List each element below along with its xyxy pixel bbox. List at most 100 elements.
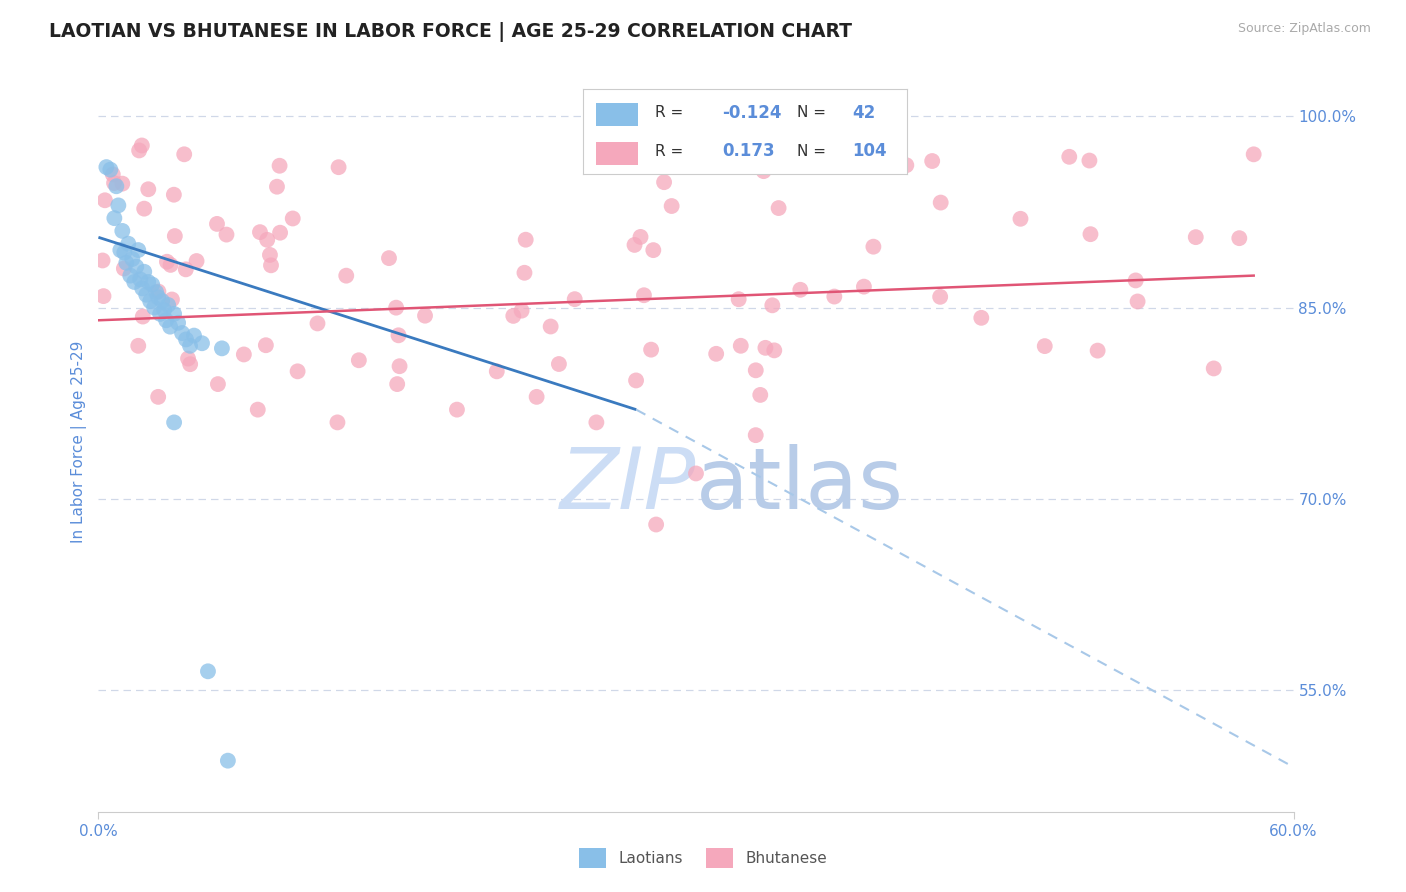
Point (179, 357, 201, 371)
Point (789, 283, 811, 297)
Point (131, 281, 153, 295)
Point (127, 339, 149, 353)
Point (117, 236, 139, 251)
Point (630, 230, 652, 244)
Point (94, 194, 117, 208)
Point (752, 164, 775, 178)
Point (768, 201, 790, 215)
Point (141, 277, 163, 292)
Point (269, 159, 291, 173)
Point (132, 310, 155, 324)
Point (862, 240, 884, 254)
Point (134, 202, 156, 216)
Text: ZIP: ZIP (560, 444, 696, 527)
Point (1010, 211, 1032, 226)
Text: N =: N = (797, 105, 831, 120)
Point (136, 275, 159, 289)
Point (93, 289, 115, 303)
Point (172, 326, 194, 340)
Text: 0.173: 0.173 (723, 142, 775, 160)
Point (128, 144, 150, 158)
Point (763, 343, 786, 358)
Point (970, 310, 993, 325)
Point (120, 268, 142, 283)
Point (191, 336, 214, 351)
Point (232, 347, 254, 361)
Text: atlas: atlas (696, 444, 904, 527)
Point (101, 168, 124, 182)
Point (749, 388, 772, 402)
Point (155, 313, 177, 327)
Point (112, 245, 135, 260)
Point (347, 353, 370, 368)
Point (1202, 361, 1225, 376)
Point (112, 261, 135, 276)
Point (510, 303, 533, 318)
Point (103, 211, 125, 226)
Point (215, 227, 238, 242)
Point (704, 347, 727, 361)
Point (110, 243, 132, 257)
Point (645, 517, 668, 532)
Point (103, 176, 125, 190)
Point (111, 177, 134, 191)
Point (623, 238, 645, 252)
Point (163, 187, 186, 202)
Point (197, 665, 219, 679)
Legend: Laotians, Bhutanese: Laotians, Bhutanese (572, 842, 834, 873)
Point (502, 309, 524, 323)
Point (633, 288, 655, 302)
Text: Source: ZipAtlas.com: Source: ZipAtlas.com (1237, 22, 1371, 36)
Point (246, 402, 269, 417)
Point (127, 243, 149, 257)
Point (1227, 231, 1250, 245)
Point (174, 262, 197, 277)
Point (685, 467, 707, 481)
Point (1080, 227, 1102, 242)
Point (727, 292, 749, 306)
Point (754, 341, 776, 355)
Point (91, 253, 114, 268)
Point (163, 307, 186, 321)
Point (136, 182, 159, 196)
Point (1184, 230, 1206, 244)
Point (131, 138, 153, 153)
Point (183, 328, 205, 343)
Point (1033, 339, 1056, 353)
Point (177, 351, 200, 366)
Text: 42: 42 (852, 104, 875, 122)
Point (446, 402, 468, 417)
Point (260, 258, 283, 272)
Point (207, 377, 229, 392)
Point (1078, 153, 1101, 168)
Point (163, 416, 186, 430)
Point (143, 301, 166, 315)
Point (929, 290, 952, 304)
Point (173, 147, 195, 161)
Point (652, 175, 675, 189)
Text: -0.124: -0.124 (723, 104, 782, 122)
Point (149, 307, 172, 321)
Point (124, 275, 146, 289)
Text: R =: R = (655, 144, 688, 159)
Point (281, 211, 304, 226)
Point (98, 162, 122, 177)
Point (287, 364, 309, 378)
Point (159, 258, 181, 272)
Point (1126, 294, 1149, 309)
Point (761, 298, 783, 312)
Text: N =: N = (797, 144, 831, 159)
Point (139, 294, 162, 309)
Point (513, 266, 536, 280)
Point (179, 339, 201, 353)
Point (745, 363, 768, 377)
Y-axis label: In Labor Force | Age 25-29: In Labor Force | Age 25-29 (72, 341, 87, 542)
Point (896, 158, 918, 172)
Point (145, 285, 167, 300)
Point (148, 390, 170, 404)
Point (585, 416, 607, 430)
Point (256, 233, 278, 247)
Point (485, 364, 508, 378)
Point (387, 328, 409, 343)
Point (96, 160, 118, 174)
